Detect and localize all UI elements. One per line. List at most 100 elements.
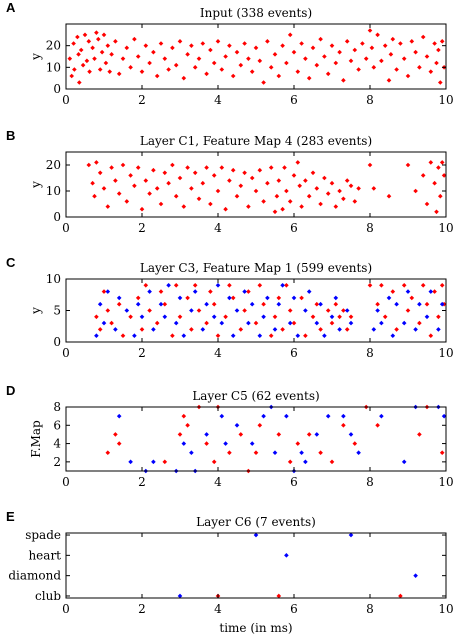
panel-title: Layer C1, Feature Map 4 (283 events) [140,134,372,148]
data-point [120,333,126,338]
data-point [223,441,228,446]
plot-frame [65,23,447,90]
data-point [158,289,164,294]
data-point [352,441,358,446]
data-point [230,167,236,173]
data-point [291,49,297,55]
data-point [333,60,339,66]
data-point [436,314,441,320]
data-point [306,75,312,81]
data-point [386,295,392,301]
data-point [234,422,240,428]
data-point [208,47,213,53]
data-point [215,283,221,288]
data-point [189,308,194,313]
data-point [436,47,441,53]
data-point [291,320,297,326]
x-tick-label: 2 [138,475,146,489]
data-point [105,289,111,294]
data-point [261,199,266,204]
data-point [360,41,365,46]
data-point [246,56,251,61]
data-point [151,459,156,465]
data-point [105,43,111,48]
data-point [92,193,97,199]
data-point [185,165,190,170]
data-point [428,160,434,165]
x-tick-label: 8 [366,93,374,107]
data-point [253,45,259,51]
data-point [303,178,308,183]
data-point [185,422,190,428]
data-point [417,301,422,307]
data-point [132,36,137,42]
data-point [196,56,202,61]
data-point [143,178,149,183]
data-point [295,333,301,338]
data-point [97,170,103,176]
data-point [413,49,418,55]
x-tick-label: 8 [366,475,374,489]
data-point [268,65,274,70]
data-point [398,593,403,599]
data-point [352,199,358,204]
data-point [257,333,263,338]
data-point [382,43,388,48]
data-point [113,432,118,437]
data-point [352,47,358,53]
data-point [219,67,225,72]
data-point [113,327,118,332]
data-point [432,180,437,186]
data-point [274,193,280,199]
data-point [196,196,202,202]
data-point [420,283,426,288]
data-point [401,459,407,465]
x-tick-label: 10 [438,475,453,489]
data-point [329,314,335,320]
data-point [238,327,244,332]
data-point [204,320,209,326]
data-point [249,69,255,74]
data-point [424,301,430,307]
data-point [329,320,335,326]
data-point [388,52,394,57]
data-point [428,69,434,74]
data-point [348,532,354,538]
data-point [314,320,320,326]
data-point [413,327,418,332]
data-point [405,73,411,79]
data-point [417,320,422,326]
data-point [369,45,375,51]
points-group [86,160,447,215]
data-point [154,320,160,326]
data-point [303,333,308,338]
x-tick-label: 4 [214,346,222,360]
y-tick-label: 2 [53,455,61,469]
data-point [147,60,152,66]
data-point [238,62,244,68]
data-point [208,289,213,294]
panel-title: Layer C5 (62 events) [192,389,319,403]
data-point [249,441,255,446]
data-point [299,41,304,46]
data-point [375,32,380,38]
data-point [77,80,82,85]
data-point [154,186,160,191]
data-point [116,71,122,77]
data-point [94,160,99,165]
data-point [162,170,168,176]
data-point [242,170,247,176]
data-point [438,193,443,199]
data-point [132,333,137,338]
data-point [299,295,304,301]
plot-frame [65,278,447,343]
data-point [441,173,447,178]
data-point [230,333,236,338]
data-point [318,201,323,207]
data-point [116,413,122,419]
data-point [438,80,443,85]
data-point [76,52,81,57]
data-point [379,413,384,419]
data-point [265,39,270,44]
data-point [124,199,130,204]
